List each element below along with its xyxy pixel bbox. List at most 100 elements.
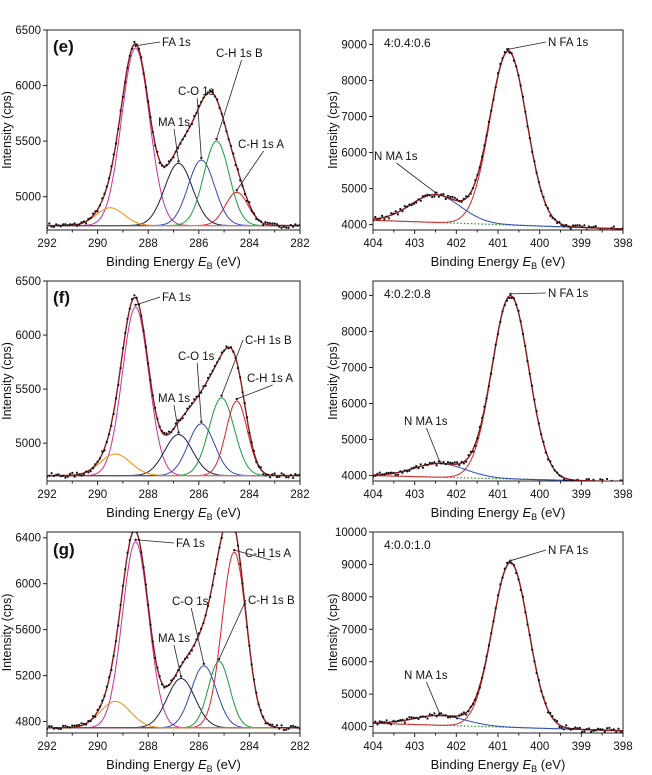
data-point [204,93,207,96]
data-point [66,475,69,478]
data-point [458,464,461,467]
data-point [442,714,445,717]
y-tick-label: 4000 [341,471,367,483]
component-peak-fa-1s [47,306,300,477]
data-point [158,675,161,678]
data-point [578,726,581,730]
annotation-arrow [196,97,202,159]
composition-ratio: 4:0.0:1.0 [384,538,431,552]
data-point [66,725,69,728]
chart-panel-6: 404 403 402 401 400 399 398 10000 9000 8000 7000 60… [326,527,633,774]
data-point [610,226,613,230]
component-peak-ma-1s [47,162,300,227]
annotation-arrow [396,162,436,194]
data-point [512,59,516,62]
data-point [177,419,180,422]
data-point [453,461,456,464]
data-point [483,666,486,670]
data-point [160,430,164,433]
data-point [110,668,113,672]
data-point [515,303,518,306]
data-point [209,595,212,599]
data-point [234,163,237,167]
data-point [537,422,541,425]
envelope-fit [47,43,300,227]
data-point [64,476,67,479]
data-point [449,195,452,198]
data-point [52,727,56,730]
data-point [282,473,285,476]
data-point [266,722,269,725]
data-point [551,216,554,219]
data-point [126,317,129,320]
data-point [515,571,518,575]
data-point [103,449,106,452]
data-point [540,433,543,436]
data-point [174,674,177,677]
data-point [606,229,609,230]
data-point [170,679,173,682]
data-point [390,471,393,474]
data-point [537,181,541,184]
annotation-arrow-head [235,189,238,192]
data-point [494,343,497,346]
x-tick-label: 400 [530,741,549,753]
data-point [160,683,164,686]
data-point [262,473,265,476]
y-tick-label: 9000 [341,559,367,571]
data-point [165,163,168,167]
data-point [551,465,554,468]
data-point [385,471,388,474]
data-point [421,715,425,718]
y-tick-label: 7000 [341,362,367,374]
data-point [271,473,274,476]
data-point [211,89,214,92]
data-point [117,127,120,130]
data-point [571,224,575,227]
data-point [94,210,97,213]
data-point [158,425,161,428]
data-point [510,52,513,55]
data-point [94,463,97,466]
data-point [80,221,83,224]
y-tick-label: 4800 [15,717,41,729]
data-point [485,397,488,400]
y-tick-label: 5000 [15,192,41,204]
data-point [373,219,375,222]
annotation-arrow [135,296,161,306]
data-point [510,296,513,299]
composition-ratio: 4:0.4:0.6 [384,36,431,50]
data-point [98,705,101,708]
peak-label-fa-1s: FA 1s [176,538,205,550]
data-point [487,644,490,647]
data-point [255,217,258,221]
component-peak-n-ma-1s [373,715,623,732]
y-tick-label: 5000 [341,184,367,196]
data-point [282,728,285,732]
peak-label-n-ma-1s: N MA 1s [404,416,448,428]
data-point [149,116,152,119]
data-point [419,199,422,202]
data-point [156,150,159,153]
data-point [590,730,593,733]
annotation-arrow [218,599,247,660]
data-point [47,727,49,731]
data-point [241,391,244,394]
data-point [601,229,604,230]
data-point [85,222,88,225]
data-point [444,197,447,201]
data-point [456,717,459,720]
data-point [66,224,69,227]
data-point [424,194,427,197]
data-point [202,385,205,388]
data-point [183,134,187,138]
data-point [163,686,166,689]
x-tick-label: 400 [530,238,549,250]
data-point [163,431,166,434]
data-point [71,471,74,474]
data-point [167,160,170,163]
data-point [266,473,269,476]
annotation-arrow-head [134,303,137,307]
data-point [417,717,420,721]
data-point [193,644,196,647]
